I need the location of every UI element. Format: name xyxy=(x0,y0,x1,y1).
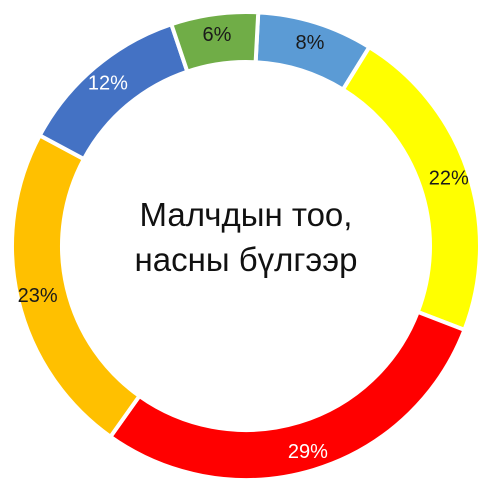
donut-slice-6pct xyxy=(168,10,261,75)
slice-label-12pct: 12% xyxy=(88,73,128,95)
slice-label-22pct: 22% xyxy=(429,168,469,190)
slices-group xyxy=(10,10,482,482)
chart-title-line-2: насны бүлгээр xyxy=(135,241,358,278)
chart-title-line-1: Малчдын тоо, xyxy=(140,196,353,233)
slice-label-8pct: 8% xyxy=(296,32,325,54)
slice-label-23pct: 23% xyxy=(18,285,58,307)
slice-labels-group: 8% 22% 29% 23% 12% 6% xyxy=(18,24,469,463)
slice-label-29pct: 29% xyxy=(288,441,328,463)
slice-label-6pct: 6% xyxy=(203,24,232,46)
